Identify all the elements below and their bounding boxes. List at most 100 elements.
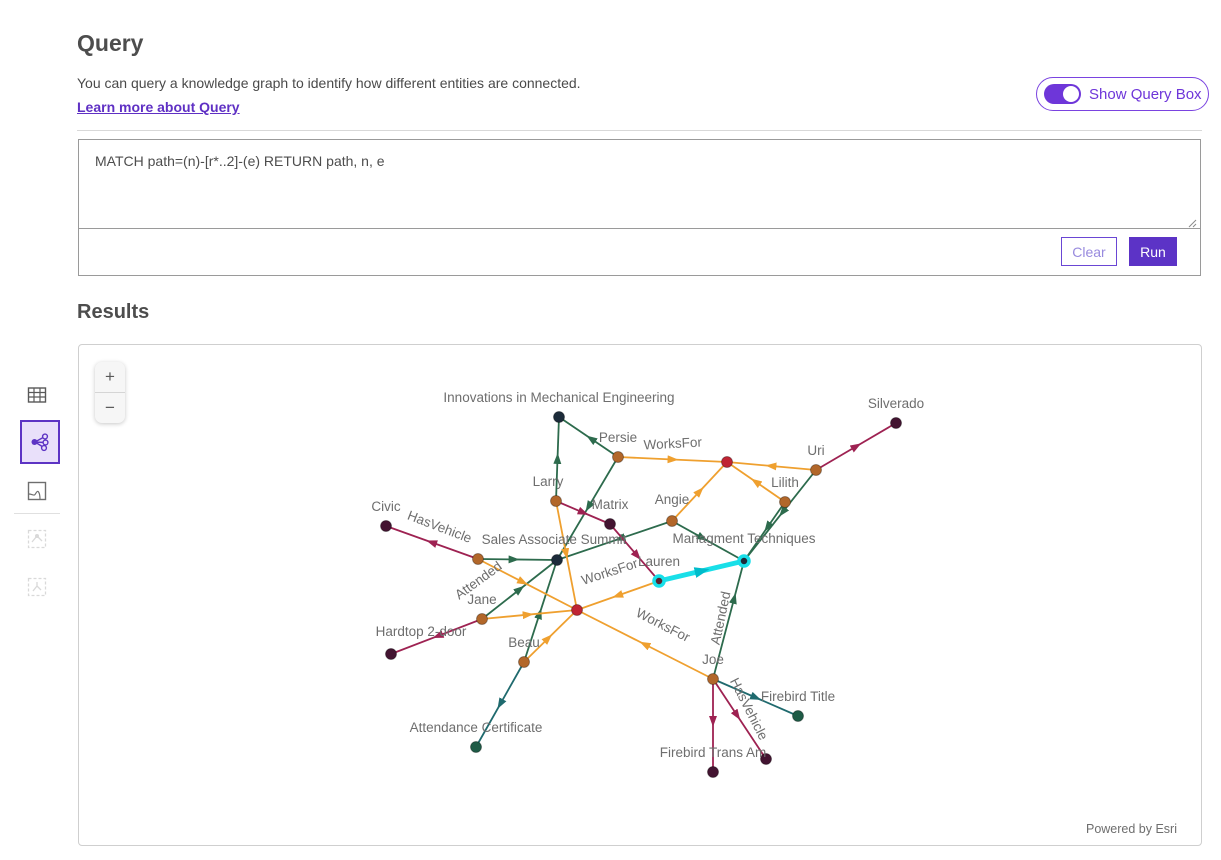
graph-node-company1[interactable] [721, 456, 733, 468]
graph-edge-beau-cert[interactable] [475, 661, 525, 748]
map-view-icon [27, 481, 47, 501]
graph-node-cert[interactable] [470, 741, 482, 753]
node-label: Beau [508, 635, 540, 650]
show-query-box-toggle[interactable]: Show Query Box [1036, 77, 1209, 111]
node-label: Civic [371, 499, 400, 514]
graph-edge-lauren-company2[interactable] [576, 580, 660, 611]
learn-more-link[interactable]: Learn more about Query [77, 99, 240, 115]
edge-label: HasVehicle [405, 508, 473, 546]
graph-node-joe[interactable] [707, 673, 719, 685]
graph-node-angie[interactable] [666, 515, 678, 527]
graph-node-title[interactable] [792, 710, 804, 722]
graph-node-larry[interactable] [550, 495, 562, 507]
graph-node-company2[interactable] [571, 604, 583, 616]
graph-edge-angie-mt[interactable] [671, 520, 745, 562]
new-link-chart-icon [27, 529, 47, 549]
toggle-label: Show Query Box [1089, 85, 1202, 103]
graph-edge-jane-summit[interactable] [481, 559, 558, 620]
query-input[interactable]: MATCH path=(n)-[r*..2]-(e) RETURN path, … [79, 140, 1200, 228]
link-chart-view-icon [31, 433, 49, 452]
node-label: Jane [467, 592, 496, 607]
graph-edge-jane-hardtop[interactable] [390, 618, 483, 655]
graph-node-mt[interactable] [737, 554, 751, 568]
sidebar-item-map-view[interactable] [26, 480, 48, 502]
node-label: Uri [807, 443, 824, 458]
graph-edge-joe-mt[interactable] [712, 560, 745, 680]
graph-canvas[interactable]: AttendedAttendedWorksForWorksForWorksFor… [79, 345, 1201, 845]
graph-edge-matrix-lauren[interactable] [609, 523, 660, 582]
node-label: Persie [599, 430, 637, 445]
graph-edge-person2-company2[interactable] [477, 558, 578, 611]
results-link-chart-card: Attended Attended WorksFor WorksFor WorksFor… [78, 344, 1202, 846]
node-label: Lilith [771, 475, 799, 490]
graph-node-civic[interactable] [380, 520, 392, 532]
graph-edge-joe-firebird2[interactable] [712, 678, 767, 760]
graph-edge-lauren-mt[interactable] [658, 558, 745, 584]
add-to-link-chart-icon [27, 577, 47, 597]
graph-node-hardtop[interactable] [385, 648, 397, 660]
graph-edge-joe-title[interactable] [712, 678, 799, 717]
toggle-knob [1063, 86, 1079, 102]
graph-edge-larry-innovations[interactable] [553, 416, 562, 502]
zoom-in-button[interactable]: + [105, 367, 115, 386]
graph-edge-persie-summit[interactable] [556, 456, 619, 561]
graph-node-jane[interactable] [476, 613, 488, 625]
node-label: Matrix [592, 497, 629, 512]
page-description: You can query a knowledge graph to ident… [77, 75, 581, 91]
results-title: Results [77, 301, 150, 323]
query-footer: Clear Run [79, 228, 1200, 275]
graph-edge-angie-company1[interactable] [671, 461, 728, 522]
graph-node-lilith[interactable] [779, 496, 791, 508]
run-button[interactable]: Run [1129, 237, 1177, 266]
edge-label: WorksFor [634, 605, 693, 645]
graph-edge-persie-innovations[interactable] [558, 416, 619, 458]
graph-node-innovations[interactable] [553, 411, 565, 423]
query-panel: MATCH path=(n)-[r*..2]-(e) RETURN path, … [78, 139, 1201, 276]
page-title: Query [77, 30, 144, 56]
graph-edge-person2-summit[interactable] [477, 555, 558, 564]
graph-edge-lilith-company1[interactable] [726, 461, 786, 503]
graph-node-summit[interactable] [551, 554, 563, 566]
graph-edge-uri-company1[interactable] [726, 461, 817, 471]
powered-by-esri: Powered by Esri [1085, 822, 1177, 836]
graph-node-beau[interactable] [518, 656, 530, 668]
graph-edge-larry-company2[interactable] [555, 500, 578, 611]
sidebar-item-add-to-link-chart [26, 576, 48, 598]
node-label: Firebird Trans Am [660, 745, 767, 760]
sidebar-item-link-chart-view[interactable] [20, 420, 60, 464]
toggle-switch-icon[interactable] [1044, 84, 1081, 104]
node-label: Angie [655, 492, 690, 507]
graph-node-uri[interactable] [810, 464, 822, 476]
graph-node-silverado[interactable] [890, 417, 902, 429]
table-view-icon [27, 387, 47, 403]
zoom-out-button[interactable]: − [105, 398, 115, 417]
graph-edge-persie-company1[interactable] [617, 455, 728, 464]
zoom-control-divider [95, 392, 125, 393]
graph-edge-beau-company2[interactable] [523, 609, 578, 663]
node-label: Joe [702, 652, 724, 667]
node-label: Managment Techniques [672, 531, 815, 546]
query-footer-divider [79, 228, 1200, 229]
graph-edge-uri-silverado[interactable] [815, 422, 897, 471]
graph-node-lauren[interactable] [652, 574, 666, 588]
clear-button[interactable]: Clear [1061, 237, 1117, 266]
sidebar-item-new-link-chart [26, 528, 48, 550]
graph-node-matrix[interactable] [604, 518, 616, 530]
node-label: Innovations in Mechanical Engineering [443, 390, 674, 405]
graph-node-firebird[interactable] [707, 766, 719, 778]
graph-edge-joe-company2[interactable] [576, 609, 714, 680]
graph-node-person2[interactable] [472, 553, 484, 565]
zoom-control: + − [95, 362, 125, 423]
node-label: Larry [533, 474, 564, 489]
node-label: Silverado [868, 396, 924, 411]
graph-edge-larry-matrix[interactable] [555, 500, 611, 525]
graph-edge-jane-company2[interactable] [481, 609, 578, 620]
graph-edge-angie-summit[interactable] [556, 520, 673, 561]
resize-handle-icon[interactable] [1187, 218, 1197, 228]
graph-edge-uri-mt[interactable] [743, 469, 817, 562]
graph-node-persie[interactable] [612, 451, 624, 463]
graph-edge-lilith-mt[interactable] [743, 501, 786, 562]
graph-edge-person2-civic[interactable] [385, 525, 479, 560]
graph-node-firebird2[interactable] [760, 753, 772, 765]
sidebar-item-table-view[interactable] [26, 384, 48, 406]
